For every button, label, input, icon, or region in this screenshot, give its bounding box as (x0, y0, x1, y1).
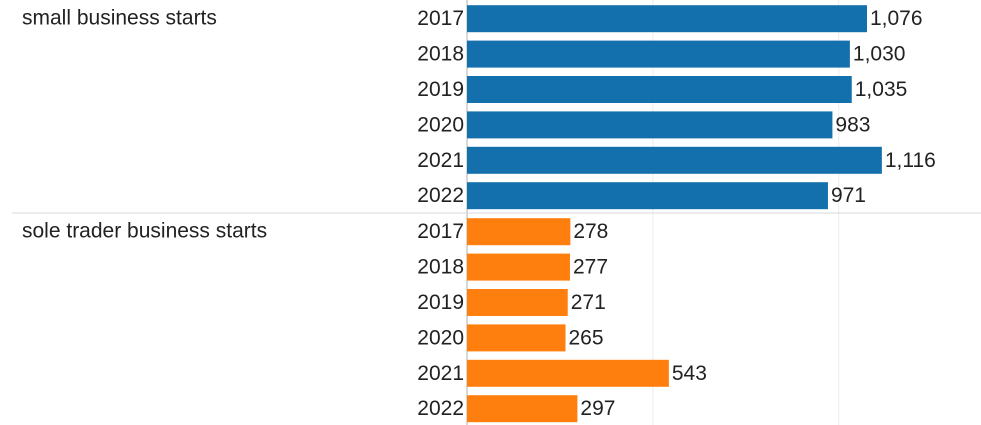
value-label: 971 (831, 184, 866, 207)
y-tick-label: 2018 (417, 256, 464, 279)
group-label: small business starts (22, 7, 217, 30)
y-tick-label: 2022 (417, 184, 464, 207)
value-label: 271 (571, 291, 606, 314)
y-tick-label: 2019 (417, 78, 464, 101)
y-tick-label: 2019 (417, 291, 464, 314)
value-label: 543 (672, 362, 707, 385)
value-label: 1,116 (885, 149, 936, 172)
y-tick-label: 2020 (417, 326, 464, 349)
group-label: sole trader business starts (22, 220, 267, 243)
value-label: 983 (835, 113, 870, 136)
value-label: 1,035 (855, 78, 908, 101)
bar (467, 5, 867, 33)
bar (467, 76, 852, 103)
value-label: 277 (573, 256, 608, 279)
y-tick-label: 2020 (417, 113, 464, 136)
value-label: 278 (573, 220, 608, 243)
bar (467, 182, 828, 210)
value-label: 1,030 (853, 43, 906, 66)
value-label: 265 (569, 326, 604, 349)
y-tick-label: 2018 (417, 43, 464, 66)
y-tick-label: 2022 (417, 397, 464, 420)
bar (467, 111, 833, 139)
y-tick-label: 2017 (417, 220, 464, 243)
value-label: 297 (580, 397, 615, 420)
bar (467, 289, 568, 316)
y-tick-label: 2021 (417, 362, 464, 385)
bar (467, 218, 571, 246)
y-tick-label: 2017 (417, 7, 464, 30)
bar (467, 324, 566, 352)
y-tick-label: 2021 (417, 149, 464, 172)
bar (467, 253, 570, 281)
bar (467, 359, 669, 387)
value-label: 1,076 (870, 7, 923, 30)
bar (467, 40, 850, 68)
bar (467, 395, 578, 423)
bar (467, 146, 882, 174)
